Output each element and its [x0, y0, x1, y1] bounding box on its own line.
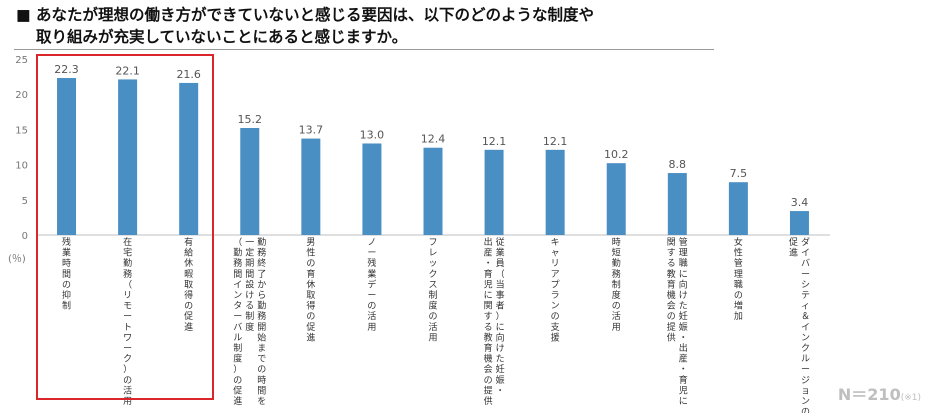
category-label-text: 女性管理職の増加	[734, 236, 743, 322]
data-label: 13.7	[299, 124, 324, 137]
category-label-text: ノー残業デーの活用	[367, 238, 376, 333]
chart-title-line-2: 取り組みが充実していないことにあると感じますか。	[36, 28, 408, 46]
category-label-text: 残業時間の抑制	[62, 236, 71, 312]
bar	[789, 211, 809, 235]
category-label: 女性管理職の増加	[734, 236, 743, 322]
bar	[240, 127, 260, 235]
category-label-text: 従業員（当事者）に向けた妊娠・出産・育児に関する教育機会の提供	[484, 236, 505, 407]
category-label-text: ダイバーシティ＆インクルージョンの促進	[789, 236, 810, 413]
highlight-box	[36, 54, 214, 400]
category-label-text: 在宅勤務（リモートワーク）の活用	[123, 236, 132, 407]
category-label-text: 男性の育休取得の促進	[306, 237, 315, 343]
category-label-text: 有給休暇取得の促進	[184, 236, 193, 333]
bar	[118, 79, 138, 235]
data-label: 3.4	[791, 196, 809, 209]
y-tick-label: 20	[15, 90, 28, 101]
category-label: 在宅勤務（リモートワーク）の活用	[123, 236, 132, 407]
category-label: 時短勤務制度の活用	[612, 237, 621, 333]
chart-title: ■ あなたが理想の働き方ができていないと感じる要因は、以下のどのような制度や 取…	[16, 4, 916, 48]
data-label: 21.6	[176, 68, 201, 81]
y-axis-unit: (％)	[8, 254, 26, 265]
title-underline	[14, 49, 714, 50]
bar	[484, 149, 504, 235]
bar	[423, 147, 443, 235]
data-label: 10.2	[604, 148, 629, 161]
data-label: 12.4	[421, 133, 446, 146]
category-label: ダイバーシティ＆インクルージョンの促進	[789, 236, 810, 413]
bar	[667, 173, 687, 235]
category-label: 管理職に向けた妊娠・出産・育児に関する教育機会の提供	[667, 236, 688, 407]
data-label: 22.1	[115, 64, 140, 77]
y-tick-label: 25	[15, 55, 28, 66]
bar	[179, 82, 199, 235]
bar	[362, 143, 382, 235]
category-label: 従業員（当事者）に向けた妊娠・出産・育児に関する教育機会の提供	[484, 236, 505, 407]
data-label: 7.5	[730, 167, 748, 180]
category-label: ノー残業デーの活用	[367, 238, 376, 333]
category-label: 勤務終了から勤務開始までの時間を一定期間設ける制度（勤務間インターバル制度）の促…	[233, 236, 266, 407]
chart-title-line-1: ■ あなたが理想の働き方ができていないと感じる要因は、以下のどのような制度や	[16, 6, 595, 24]
sample-size-note: (※1)	[900, 393, 921, 403]
data-label: 22.3	[54, 63, 79, 76]
category-label: 残業時間の抑制	[62, 236, 71, 312]
data-label: 15.2	[238, 113, 263, 126]
y-tick-label: 15	[15, 125, 28, 136]
category-label-text: キャリアプランの支援	[551, 238, 560, 343]
sample-size-value: N＝210	[837, 385, 901, 404]
data-label: 13.0	[360, 128, 385, 141]
data-label: 8.8	[669, 158, 687, 171]
category-label: 男性の育休取得の促進	[306, 237, 315, 343]
y-tick-label: 10	[15, 161, 28, 172]
data-label: 12.1	[543, 135, 568, 148]
category-label-text: 管理職に向けた妊娠・出産・育児に関する教育機会の提供	[667, 236, 688, 407]
y-tick-label: 0	[22, 231, 28, 242]
category-label: フレックス制度の活用	[428, 238, 437, 343]
bar	[606, 163, 626, 235]
bar	[728, 182, 748, 235]
bar	[301, 138, 321, 235]
category-label: 有給休暇取得の促進	[184, 236, 193, 333]
category-label-text: 勤務終了から勤務開始までの時間を一定期間設ける制度（勤務間インターバル制度）の促…	[233, 236, 266, 407]
data-label: 12.1	[482, 135, 507, 148]
sample-size-label: N＝210(※1)	[838, 381, 921, 405]
bar	[57, 78, 77, 236]
bar	[545, 149, 565, 235]
category-label: キャリアプランの支援	[551, 238, 560, 343]
y-tick-label: 5	[22, 196, 28, 207]
category-label-text: フレックス制度の活用	[428, 238, 437, 343]
category-label-text: 時短勤務制度の活用	[612, 237, 621, 333]
